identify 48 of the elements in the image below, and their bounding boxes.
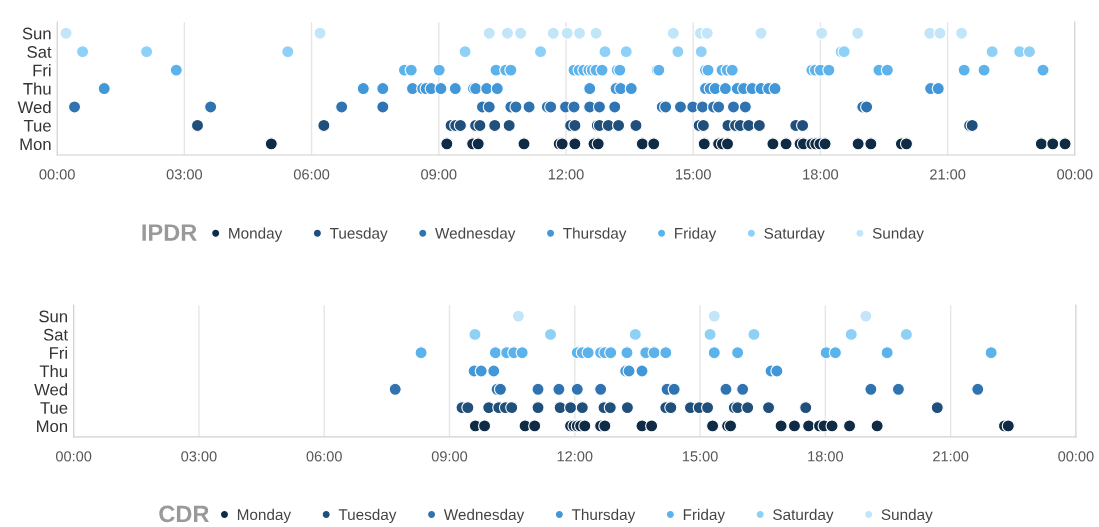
- legend-label: Friday: [683, 508, 726, 524]
- x-tick-label: 21:00: [933, 451, 969, 462]
- x-tick-label: 03:00: [166, 169, 203, 180]
- y-tick-label: Sat: [43, 328, 68, 341]
- x-tick-label: 12:00: [548, 169, 584, 180]
- legend-label: Wednesday: [443, 508, 525, 524]
- legend-label: Saturday: [773, 508, 834, 524]
- x-tick-label: 18:00: [803, 169, 839, 180]
- legend-label: Tuesday: [338, 508, 397, 524]
- y-tick-label: Sat: [27, 46, 52, 58]
- x-tick-label: 00:00: [55, 451, 92, 462]
- x-tick-label: 06:00: [293, 169, 330, 180]
- y-tick-label: Fri: [50, 346, 67, 359]
- legend-label: Tuesday: [329, 227, 388, 242]
- legend-label: Thursday: [571, 508, 636, 524]
- legend-label: Monday: [237, 508, 292, 524]
- x-tick-label: 00:00: [39, 169, 75, 180]
- y-tick-label: Mon: [20, 138, 51, 151]
- x-tick-label: 12:00: [557, 451, 593, 462]
- y-tick-label: Mon: [37, 420, 67, 433]
- y-tick-label: Wed: [17, 100, 51, 114]
- x-tick-label: 15:00: [676, 169, 711, 180]
- y-tick-label: Wed: [34, 383, 67, 396]
- x-tick-label: 15:00: [682, 451, 718, 462]
- legend-label: Wednesday: [435, 227, 516, 242]
- y-tick-label: Tue: [23, 120, 51, 132]
- legend-label: Friday: [675, 227, 717, 242]
- legend-title: IPDR: [142, 224, 197, 241]
- y-tick-label: Fri: [33, 64, 51, 77]
- legend-label: Thursday: [563, 227, 627, 242]
- legend-label: Sunday: [881, 508, 933, 524]
- x-tick-label: 06:00: [306, 451, 342, 462]
- x-tick-label: 09:00: [421, 169, 457, 180]
- legend-label: Monday: [229, 227, 283, 242]
- x-tick-label: 18:00: [808, 451, 844, 462]
- y-tick-label: Sun: [22, 27, 51, 40]
- x-tick-label: 09:00: [431, 451, 468, 462]
- legend-label: Sunday: [872, 227, 924, 242]
- y-tick-label: Thu: [39, 364, 67, 378]
- x-tick-label: 00:00: [1058, 451, 1094, 462]
- legend-label: Saturday: [764, 227, 825, 242]
- x-tick-label: 21:00: [930, 169, 966, 180]
- y-tick-label: Tue: [40, 402, 68, 414]
- y-tick-label: Sun: [39, 310, 67, 323]
- x-tick-label: 00:00: [1057, 169, 1093, 180]
- x-tick-label: 03:00: [181, 451, 217, 462]
- legend-title: CDR: [159, 505, 209, 523]
- y-tick-label: Thu: [23, 82, 51, 95]
